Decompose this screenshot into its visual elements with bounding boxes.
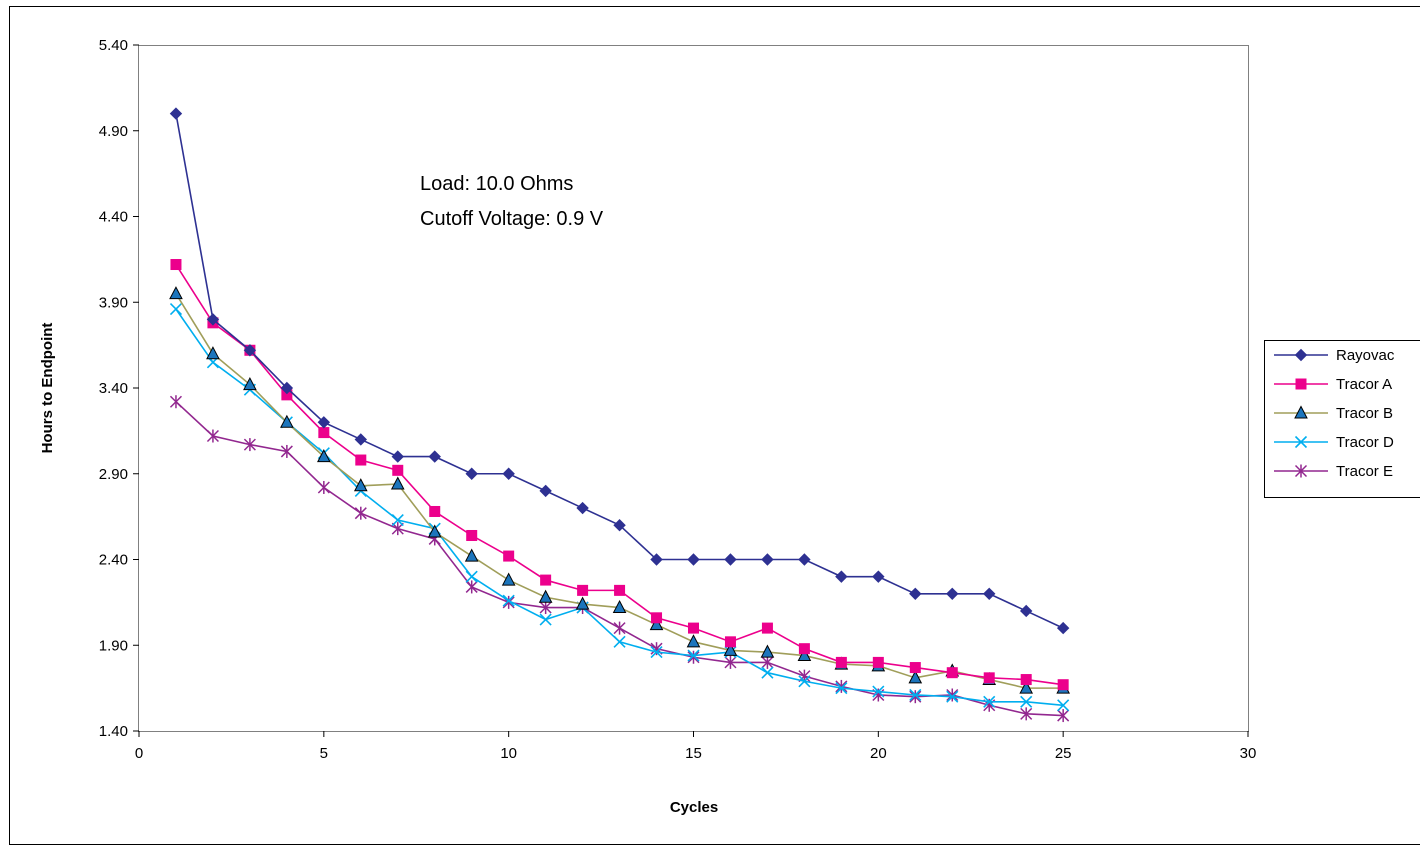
data-point xyxy=(577,585,588,596)
data-point xyxy=(725,636,736,647)
x-axis-title: Cycles xyxy=(670,799,718,816)
annotation-load: Load: 10.0 Ohms xyxy=(420,173,573,195)
y-tick-label: 3.40 xyxy=(99,380,128,397)
data-point xyxy=(799,643,810,654)
data-point xyxy=(614,585,625,596)
x-tick-label: 5 xyxy=(320,745,328,762)
legend: Rayovac Tracor A Tracor B Tracor D Tracor E xyxy=(1265,341,1420,498)
data-point xyxy=(651,612,662,623)
x-tick-label: 30 xyxy=(1240,745,1257,762)
y-tick-label: 2.90 xyxy=(99,466,128,483)
data-point xyxy=(429,506,440,517)
x-tick-label: 15 xyxy=(685,745,702,762)
data-point xyxy=(762,623,773,634)
legend-label: Tracor D xyxy=(1336,434,1394,451)
y-axis-title: Hours to Endpoint xyxy=(39,323,56,454)
data-point xyxy=(503,551,514,562)
data-point xyxy=(540,575,551,586)
y-tick-label: 3.90 xyxy=(99,294,128,311)
legend-marker xyxy=(1296,379,1307,390)
legend-label: Tracor B xyxy=(1336,405,1393,422)
data-point xyxy=(466,530,477,541)
legend-label: Rayovac xyxy=(1336,347,1395,364)
data-point xyxy=(355,455,366,466)
data-point xyxy=(688,623,699,634)
data-point xyxy=(170,259,181,270)
x-tick-label: 0 xyxy=(135,745,143,762)
legend-label: Tracor E xyxy=(1336,463,1393,480)
data-point xyxy=(947,667,958,678)
x-tick-label: 25 xyxy=(1055,745,1072,762)
y-tick-label: 4.40 xyxy=(99,209,128,226)
data-point xyxy=(910,662,921,673)
data-point xyxy=(392,465,403,476)
data-point xyxy=(1021,674,1032,685)
y-tick-label: 5.40 xyxy=(99,37,128,54)
y-tick-label: 2.40 xyxy=(99,552,128,569)
x-tick-label: 10 xyxy=(500,745,517,762)
data-point xyxy=(984,672,995,683)
data-point xyxy=(873,657,884,668)
y-tick-label: 1.90 xyxy=(99,637,128,654)
data-point xyxy=(1058,679,1069,690)
annotation-cutoff: Cutoff Voltage: 0.9 V xyxy=(420,208,604,230)
x-tick-label: 20 xyxy=(870,745,887,762)
y-tick-label: 4.90 xyxy=(99,123,128,140)
data-point xyxy=(836,657,847,668)
legend-label: Tracor A xyxy=(1336,376,1392,393)
data-point xyxy=(318,427,329,438)
y-tick-label: 1.40 xyxy=(99,723,128,740)
